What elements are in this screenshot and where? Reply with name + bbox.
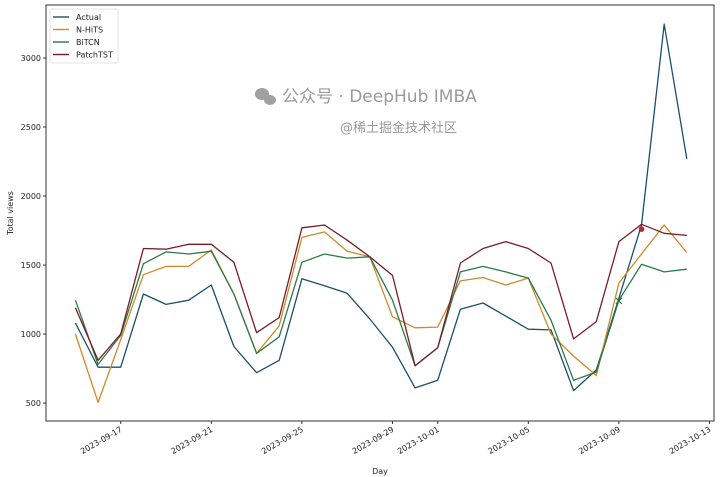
- y-axis-label: Total views: [6, 191, 15, 236]
- legend-label: Actual: [76, 13, 101, 22]
- legend-label: PatchTST: [76, 51, 113, 60]
- y-tick-label: 2500: [21, 123, 41, 132]
- watermark: 公众号 · DeepHub IMBA @稀土掘金技术社区: [255, 87, 477, 136]
- legend-label: BiTCN: [76, 38, 100, 47]
- axes-frame: [45, 4, 715, 422]
- legend-box: [49, 8, 119, 64]
- legend: Actual N-HiTS BiTCN PatchTST: [49, 8, 119, 64]
- marker-x: [615, 297, 623, 305]
- series-line-patchtst: [74, 223, 687, 367]
- y-tick-label: 500: [26, 399, 41, 408]
- x-tick-label: 2023-09-25: [260, 425, 305, 456]
- x-axis-label: Day: [372, 467, 388, 476]
- x-axis: 2023-09-17 2023-09-21 2023-09-25 2023-09-29…: [79, 421, 713, 456]
- wechat-icon: [255, 88, 276, 105]
- marker-dot: [638, 226, 645, 232]
- series-line-n-hits: [74, 224, 688, 404]
- y-axis: 500 1000 1500 2000 2500 3000: [21, 54, 46, 408]
- x-tick-label: 2023-10-13: [668, 425, 713, 456]
- x-tick-label: 2023-09-21: [170, 425, 215, 456]
- x-tick-label: 2023-10-05: [487, 425, 532, 456]
- y-tick-label: 1000: [21, 330, 41, 339]
- x-tick-label: 2023-09-17: [79, 425, 124, 456]
- y-tick-label: 1500: [21, 261, 41, 270]
- x-tick-label: 2023-10-09: [577, 425, 622, 456]
- plot-lines: [74, 23, 688, 404]
- series-line-actual: [74, 23, 688, 392]
- y-tick-label: 3000: [21, 54, 41, 63]
- watermark-line2: @稀土掘金技术社区: [340, 120, 457, 136]
- legend-label: N-HiTS: [76, 26, 103, 35]
- x-tick-label: 2023-09-29: [351, 425, 396, 456]
- x-tick-label: 2023-10-01: [396, 425, 441, 456]
- y-tick-label: 2000: [21, 192, 41, 201]
- series-line-bitcn: [74, 250, 687, 381]
- watermark-line1: 公众号 · DeepHub IMBA: [282, 87, 477, 107]
